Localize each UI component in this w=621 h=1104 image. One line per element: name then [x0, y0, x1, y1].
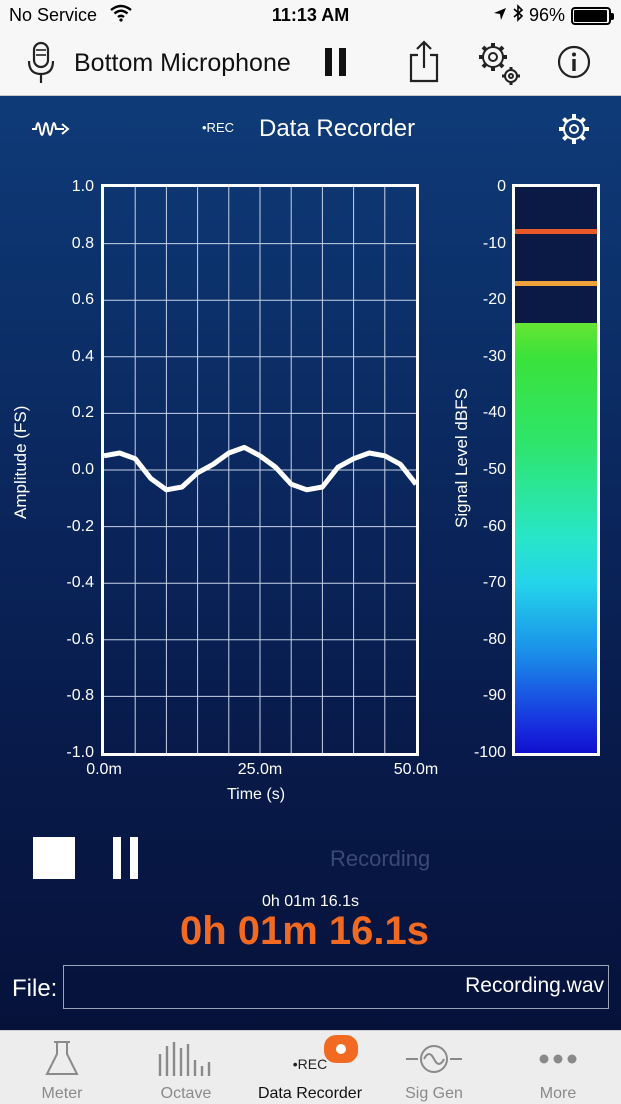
amplitude-y-tick: 0.2: [71, 404, 94, 422]
tab-meter[interactable]: Meter: [0, 1031, 124, 1104]
amplitude-plot[interactable]: [101, 184, 419, 756]
more-icon: [496, 1039, 620, 1079]
wifi-icon: [110, 4, 132, 27]
tab-data-recorder[interactable]: •REC Data Recorder: [248, 1031, 372, 1104]
meter-y-tick: -50: [482, 461, 506, 478]
signal-level-meter: [512, 184, 600, 756]
carrier-label: No Service: [9, 5, 98, 25]
amplitude-y-tick: 1.0: [71, 178, 94, 195]
amplitude-y-tick: -0.6: [66, 630, 94, 648]
elapsed-time-small: 0h 01m 16.1s: [262, 893, 359, 910]
tab-label: Sig Gen: [405, 1085, 463, 1102]
tab-octave[interactable]: Octave: [124, 1031, 248, 1104]
recording-badge: [324, 1035, 358, 1063]
tab-more[interactable]: More: [496, 1031, 620, 1104]
meter-y-tick: 0: [497, 178, 506, 195]
rec-tab-text: •REC: [292, 1056, 328, 1072]
amplitude-x-tick: 25.0m: [237, 761, 283, 778]
meter-y-tick: -40: [482, 404, 506, 422]
meter-y-tick: -20: [482, 291, 506, 309]
battery-percent: 96%: [528, 5, 565, 25]
settings-icon[interactable]: [474, 39, 522, 87]
amplitude-y-tick: 0.0: [71, 461, 94, 478]
amplitude-series-line: [104, 444, 416, 493]
amplitude-y-tick: 0.8: [71, 234, 94, 252]
octave-bars-icon: [124, 1039, 248, 1079]
amplitude-y-tick: 0.4: [71, 347, 94, 365]
meter-y-tick: -70: [482, 574, 506, 592]
amplitude-plot-svg: [104, 187, 416, 753]
file-label: File:: [12, 975, 58, 1002]
meter-y-label: Signal Level dBFS: [452, 388, 471, 528]
amplitude-x-tick: 50.0m: [393, 761, 439, 778]
pause-icon[interactable]: [322, 46, 350, 78]
battery-icon: [571, 6, 614, 25]
meter-y-tick: -60: [482, 517, 506, 535]
tab-label: Octave: [160, 1085, 212, 1102]
meter-y-tick: -100: [473, 744, 506, 761]
amplitude-y-label: Amplitude (FS): [11, 405, 30, 519]
status-bar: No Service 11:13 AM 96%: [0, 0, 621, 30]
peak-marker: [515, 281, 597, 287]
tab-bar: Meter Octave •REC Data Recorder Sig Gen …: [0, 1030, 621, 1104]
tab-label: Data Recorder: [257, 1085, 363, 1102]
waveform-mode-icon[interactable]: [30, 114, 74, 149]
meter-y-tick: -30: [482, 347, 506, 365]
info-icon[interactable]: [556, 44, 592, 80]
level-bar: [515, 322, 597, 753]
elapsed-time: 0h 01m 16.1s: [179, 909, 430, 953]
flask-icon: [0, 1039, 124, 1079]
top-toolbar: Bottom Microphone: [0, 30, 621, 96]
file-name-field[interactable]: Recording.wav: [63, 965, 609, 1009]
meter-y-tick: -90: [482, 687, 506, 705]
recorder-settings-icon[interactable]: [556, 111, 592, 152]
amplitude-y-tick: 0.6: [71, 291, 94, 309]
bluetooth-icon: [513, 4, 524, 27]
location-icon: [493, 5, 507, 26]
input-source-label[interactable]: Bottom Microphone: [74, 49, 291, 77]
pause-recording-button[interactable]: [113, 837, 139, 879]
rec-icon: •REC: [248, 1035, 372, 1079]
clock: 11:13 AM: [271, 5, 350, 25]
status-right: 96%: [493, 4, 614, 27]
amplitude-y-tick: -0.2: [66, 517, 94, 535]
tab-sig-gen[interactable]: Sig Gen: [372, 1031, 496, 1104]
amplitude-x-tick: 0.0m: [86, 761, 122, 778]
amplitude-y-tick: -0.4: [66, 574, 94, 592]
tab-label: Meter: [41, 1085, 83, 1102]
meter-y-tick: -80: [482, 630, 506, 648]
recording-status: Recording: [330, 846, 431, 871]
microphone-icon[interactable]: [24, 40, 58, 86]
rec-indicator: •REC: [202, 120, 234, 135]
peak-marker: [515, 228, 597, 234]
amplitude-x-label: Time (s): [226, 786, 286, 803]
data-recorder-panel: •REC Data Recorder 1.0 0.8 0.6 0.4 0.2 0.0 -0.…: [0, 96, 621, 1030]
share-icon[interactable]: [406, 40, 442, 84]
stop-button[interactable]: [33, 837, 75, 879]
amplitude-y-tick: -1.0: [66, 744, 94, 761]
screen-title: Data Recorder: [259, 115, 416, 142]
amplitude-y-tick: -0.8: [66, 687, 94, 705]
meter-y-tick: -10: [482, 234, 506, 252]
sine-wave-icon: [372, 1039, 496, 1079]
tab-label: More: [539, 1085, 577, 1102]
